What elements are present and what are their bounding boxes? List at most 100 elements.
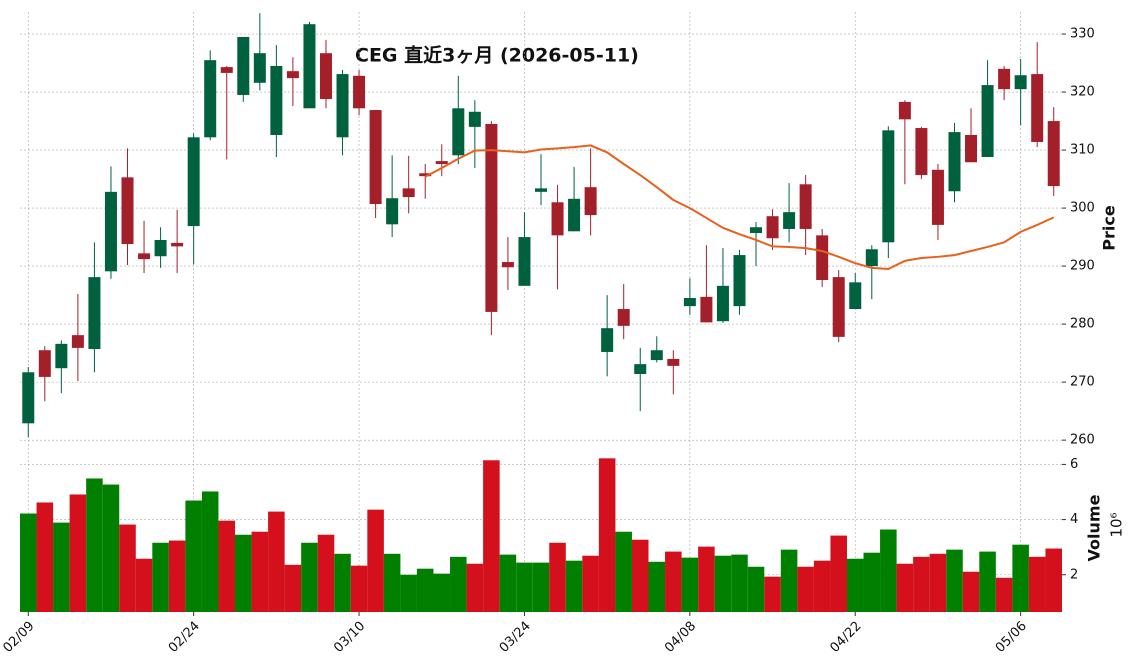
x-tick-label: 04/08 — [662, 619, 699, 656]
volume-bar — [863, 552, 881, 612]
candle-body — [898, 101, 911, 120]
volume-bar — [334, 553, 351, 612]
volume-axis-label: Volume — [1085, 494, 1104, 561]
volume-bar — [69, 494, 87, 612]
volume-bar — [135, 558, 153, 612]
volume-bar — [764, 576, 781, 612]
volume-bar — [185, 500, 202, 612]
candle-body — [733, 255, 746, 307]
candle-body — [187, 137, 200, 227]
volume-bar — [913, 556, 930, 612]
volume-bar — [995, 577, 1013, 612]
volume-bar — [466, 563, 484, 612]
candle-body — [716, 285, 729, 322]
volume-bar — [86, 478, 103, 612]
y-tick-label: 260 — [1070, 433, 1095, 448]
candle-body — [237, 36, 250, 95]
y-tick-label: 310 — [1070, 143, 1095, 158]
volume-bar — [929, 553, 947, 612]
candle-body — [915, 128, 928, 176]
volume-bar — [565, 560, 583, 612]
volume-tick-label: 4 — [1070, 512, 1078, 527]
candle-body — [965, 134, 978, 163]
candle-body — [1014, 75, 1027, 90]
candle-body — [154, 239, 167, 257]
volume-bar — [168, 540, 186, 612]
candle-body — [253, 53, 266, 83]
volume-bar — [102, 484, 120, 612]
candle-body — [998, 68, 1011, 90]
candle-body — [931, 169, 944, 225]
candle-body — [981, 85, 994, 158]
volume-bar — [747, 566, 765, 612]
candle-body — [1047, 121, 1060, 187]
candle-body — [336, 74, 349, 138]
candle-body — [55, 343, 68, 369]
volume-bar — [1012, 544, 1029, 612]
volume-bar — [152, 542, 169, 612]
candle-body — [501, 262, 514, 268]
candle-body — [634, 364, 647, 375]
candle-body — [402, 188, 415, 198]
y-axis-label: Price — [1100, 205, 1119, 251]
volume-bar — [896, 563, 914, 612]
candle-body — [303, 24, 316, 109]
candle-body — [22, 372, 35, 424]
volume-bar — [1028, 556, 1046, 612]
candle-body — [667, 358, 680, 366]
candle-body — [849, 282, 862, 310]
x-tick-label: 02/24 — [166, 619, 203, 656]
x-tick-label: 03/10 — [331, 619, 368, 656]
volume-bar — [284, 564, 302, 612]
candle-body — [882, 130, 895, 243]
x-tick-label: 03/24 — [497, 619, 534, 656]
volume-bar — [631, 539, 649, 612]
candle-body — [783, 212, 796, 229]
y-tick-label: 320 — [1070, 85, 1095, 100]
candle-body — [319, 53, 332, 100]
volume-bar — [962, 571, 980, 612]
candle-body — [220, 67, 233, 73]
volume-bar — [549, 542, 566, 612]
candle-body — [650, 350, 663, 361]
volume-bar — [846, 558, 864, 612]
volume-bar — [416, 568, 434, 612]
candle-body — [386, 198, 399, 225]
y-tick-label: 290 — [1070, 259, 1095, 274]
candle-body — [369, 110, 382, 205]
candle-body — [204, 60, 217, 138]
candle-body — [121, 177, 134, 245]
candle-body — [353, 75, 366, 109]
volume-bar — [516, 562, 533, 612]
candle-body — [865, 249, 878, 267]
y-tick-label: 330 — [1070, 27, 1095, 42]
volume-tick-label: 2 — [1070, 567, 1078, 582]
candle-body — [1031, 74, 1044, 142]
volume-bar — [235, 534, 252, 612]
volume-bar — [450, 556, 467, 612]
candle-body — [468, 111, 481, 127]
candle-body — [485, 123, 498, 312]
volume-bar — [499, 554, 517, 612]
candle-body — [799, 184, 812, 229]
volume-offset-label: 10⁶ — [1108, 512, 1126, 537]
candle-body — [700, 296, 713, 323]
volume-bar — [582, 555, 599, 612]
y-tick-label: 270 — [1070, 375, 1095, 390]
candle-body — [171, 242, 184, 247]
volume-bar — [317, 534, 335, 612]
volume-bar — [615, 531, 632, 612]
candle-body — [551, 202, 564, 236]
volume-bar — [813, 560, 831, 612]
candle-body — [683, 298, 696, 307]
volume-bar — [350, 565, 368, 612]
volume-bar — [830, 535, 847, 612]
volume-bar — [532, 562, 550, 612]
volume-bar — [698, 546, 715, 612]
x-tick-label: 04/22 — [827, 619, 864, 656]
candle-body — [270, 65, 283, 135]
candle-body — [766, 216, 779, 239]
candle-body — [832, 277, 845, 337]
volume-bar — [53, 522, 70, 612]
